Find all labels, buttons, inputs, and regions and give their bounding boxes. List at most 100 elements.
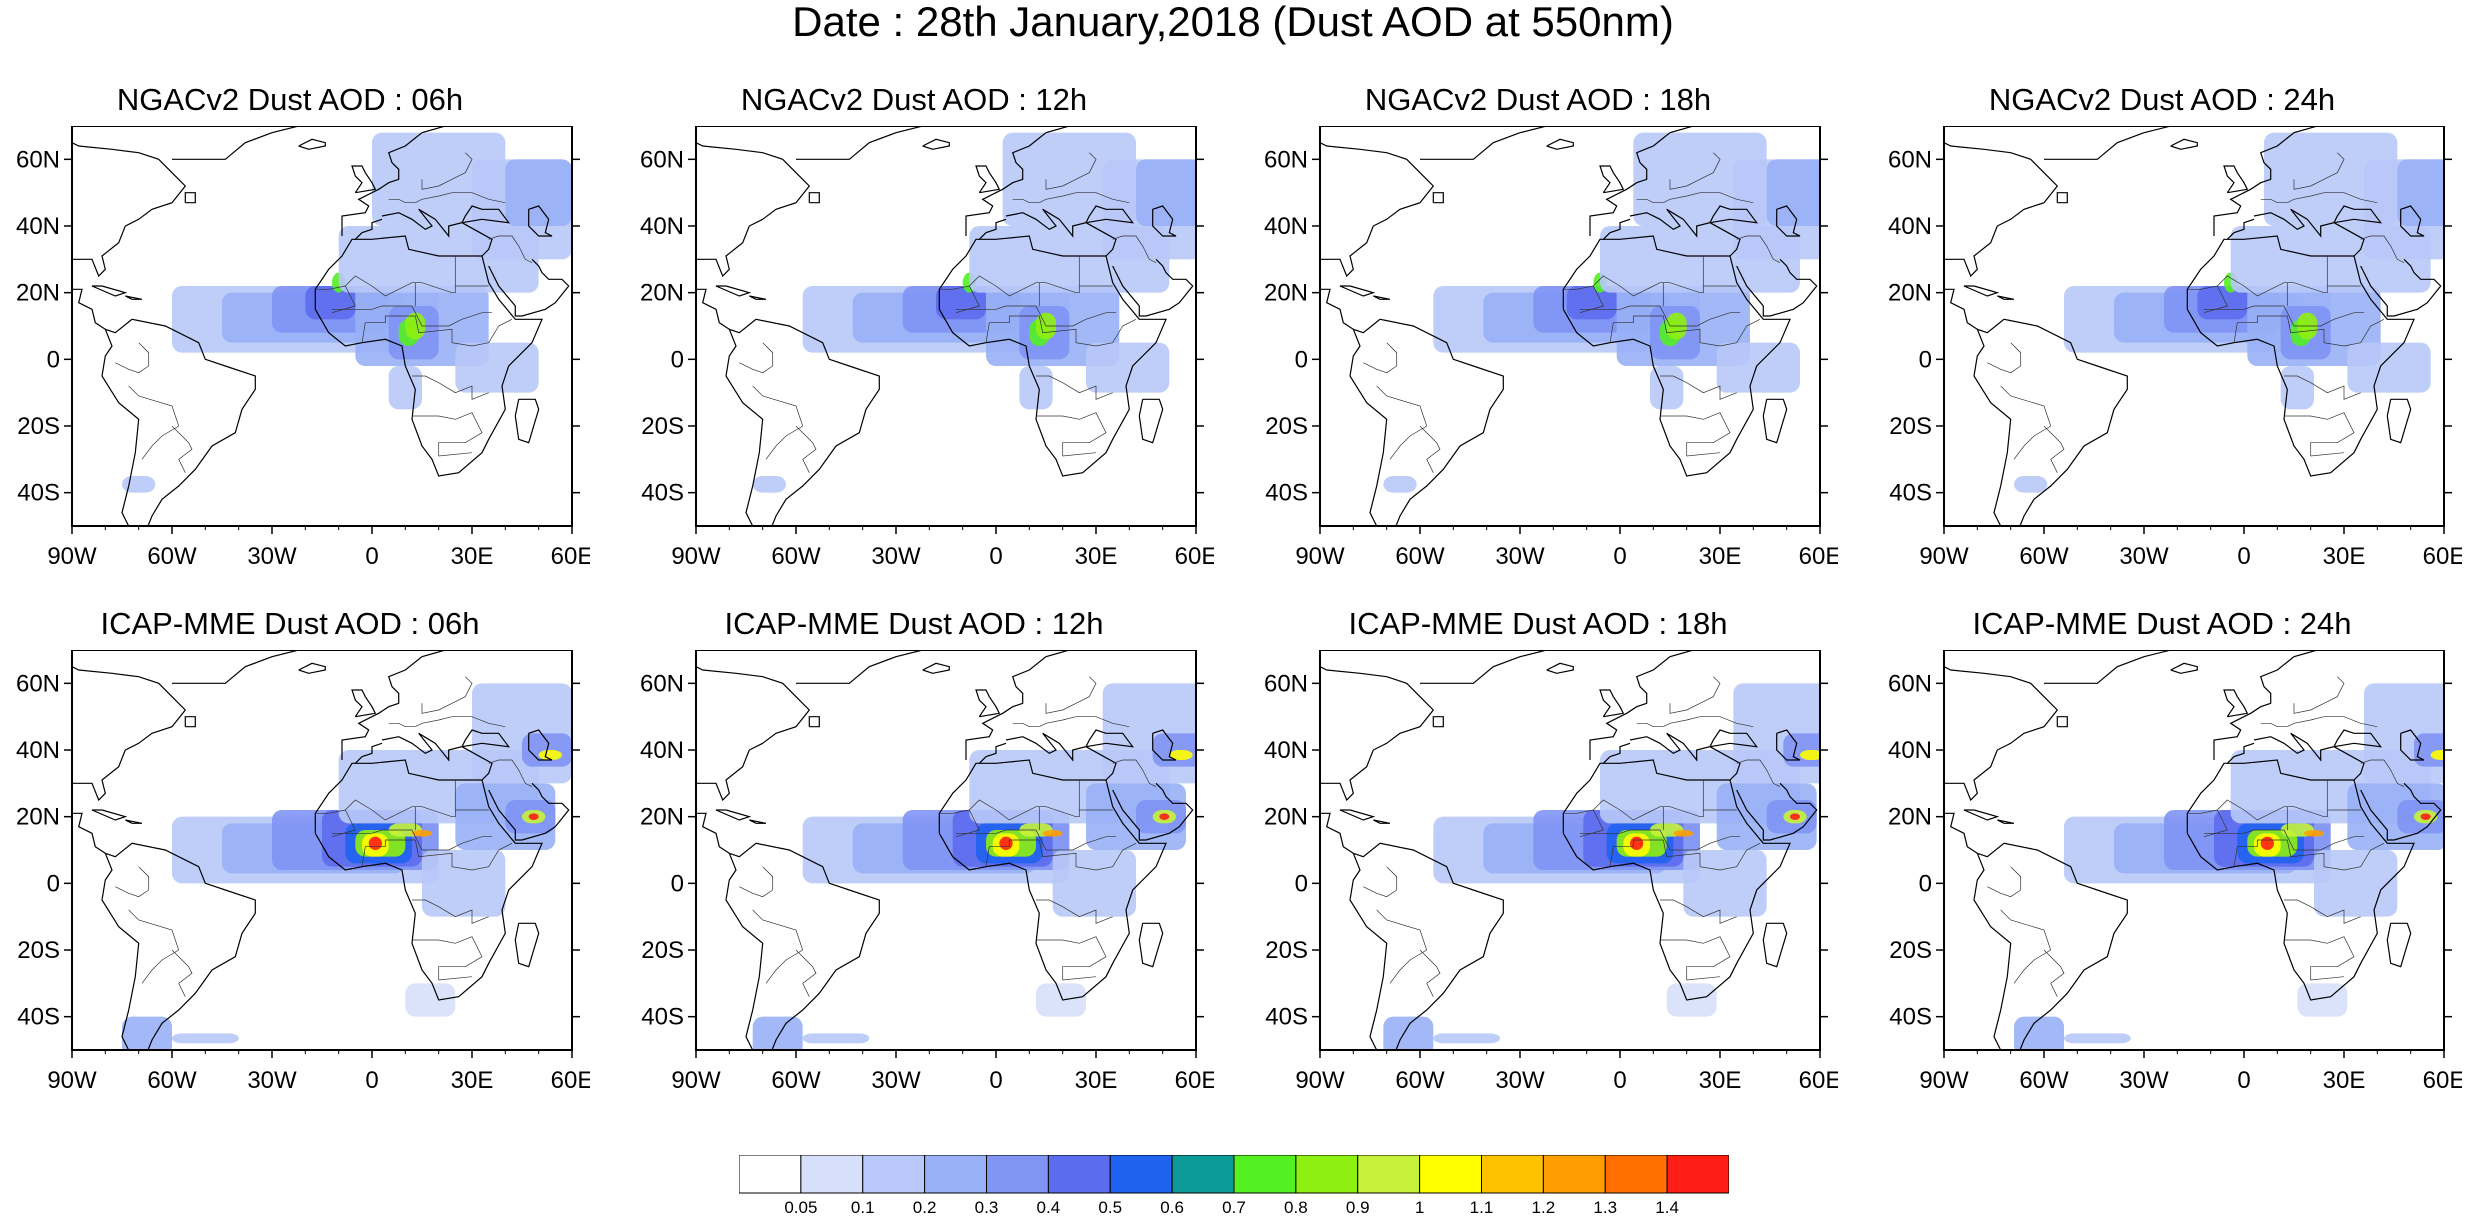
y-tick-label: 40S (1265, 480, 1308, 507)
map-frame (71, 126, 573, 527)
coastline (72, 666, 187, 802)
panel-title: ICAP-MME Dust AOD : 12h (724, 606, 1104, 641)
dust-aod-cell (2420, 813, 2431, 820)
dust-aod-cell (1019, 366, 1053, 410)
country-border (1579, 285, 1604, 314)
coastline (1005, 732, 1117, 781)
coastline (1963, 809, 2000, 821)
x-tick-label: 60W (2019, 543, 2069, 570)
country-border (412, 375, 489, 400)
x-tick-label: 0 (365, 543, 378, 570)
y-tick-label: 20N (640, 804, 684, 831)
country-border (1563, 256, 1704, 297)
country-border (2187, 780, 2328, 821)
coastline (2213, 650, 2344, 760)
y-tick-label: 20S (641, 413, 684, 440)
country-border (332, 829, 492, 851)
coastline (2253, 208, 2365, 257)
y-tick-label: 20N (1264, 804, 1308, 831)
x-tick-label: 30E (1075, 543, 1118, 570)
coastline (101, 318, 256, 526)
coastline (1085, 205, 1135, 224)
coastline (1963, 285, 2000, 297)
x-tick-label: 30W (1495, 1067, 1545, 1094)
x-tick-label: 60E (1799, 543, 1838, 570)
coastline (696, 142, 811, 278)
colorbar-swatch (1419, 1155, 1482, 1194)
country-border (1660, 375, 1737, 400)
country-border (1012, 716, 1130, 728)
map-panel: NGACv2 Dust AOD : 24h 90W 60W 30W 0 30E 60E 60N… (1872, 82, 2462, 570)
colorbar-label: 1.2 (1532, 1198, 1556, 1215)
map-panel: ICAP-MME Dust AOD : 06h 90W 60W 30W 0 30E 60E 6… (0, 606, 590, 1094)
country-border (939, 780, 1080, 821)
country-border (985, 315, 1137, 347)
y-tick-label: 20N (640, 280, 684, 307)
map-panel: NGACv2 Dust AOD : 06h 90W 60W 30W 0 30E 60E 60N… (0, 82, 590, 570)
country-border (2260, 716, 2378, 728)
coastline (715, 285, 752, 297)
coastline (965, 650, 1096, 760)
y-tick-label: 40S (1265, 1004, 1308, 1031)
coastline (1709, 205, 1759, 224)
country-border (1609, 839, 1761, 871)
coastline (1762, 922, 1788, 968)
country-border (956, 829, 1116, 851)
country-border (315, 780, 456, 821)
coastline (1602, 218, 1631, 240)
country-border (2187, 256, 2328, 297)
dust-aod-cell (1673, 830, 1694, 837)
dust-aod-cell (802, 1033, 870, 1044)
coastline (2253, 732, 2365, 781)
country-border (2360, 235, 2405, 264)
colorbar-label: 1.1 (1470, 1198, 1494, 1215)
dust-aod-map: 90W 60W 30W 0 30E 60E 60N 40N 20N 0 20S 40S (640, 126, 1214, 570)
coastline (1320, 288, 1354, 330)
map-frame (71, 650, 573, 1051)
coastline (715, 809, 752, 821)
colorbar-swatch (1481, 1155, 1544, 1194)
colorbar-swatch (1233, 1155, 1297, 1194)
coastline (1546, 138, 1574, 150)
panel-title: NGACv2 Dust AOD : 24h (1988, 82, 2336, 117)
country-border (1376, 909, 1428, 984)
dust-aod-cell (122, 1016, 172, 1050)
coastline (1339, 809, 1376, 821)
y-tick-label: 60N (1264, 146, 1308, 173)
colorbar: 0.05 0.1 0.2 0.3 0.4 0.5 0.6 0.7 0.8 0.9 1 1.1 1.2 1.… (739, 1155, 1729, 1215)
coastline (1944, 812, 1978, 854)
y-tick-label: 0 (47, 346, 60, 373)
country-border (1036, 899, 1113, 924)
coastline (725, 318, 880, 526)
coastline (1138, 398, 1164, 444)
x-tick-label: 60W (1395, 1067, 1445, 1094)
colorbar-swatch (1666, 1155, 1729, 1194)
coastline (2223, 689, 2249, 718)
country-border (1112, 235, 1157, 264)
colorbar-swatch (739, 1155, 802, 1194)
map-panel: ICAP-MME Dust AOD : 24h 90W 60W 30W 0 30E 60E 6… (1872, 606, 2462, 1094)
dust-aod-cell (2430, 750, 2444, 760)
coastline (2170, 138, 2198, 150)
country-border (331, 285, 356, 314)
map-frame (1943, 650, 2445, 1051)
x-tick-label: 30W (871, 543, 921, 570)
dust-aod-cell (122, 476, 156, 493)
coastline (1997, 819, 2015, 824)
dust-aod-cell (455, 342, 539, 393)
coastline (696, 288, 730, 330)
coastline (488, 782, 570, 841)
dust-aod-cell (1169, 750, 1193, 760)
country-border (115, 866, 150, 898)
x-tick-label: 30W (2119, 1067, 2169, 1094)
coastline (1973, 318, 2128, 526)
coastline (381, 208, 493, 257)
y-tick-label: 40N (16, 213, 60, 240)
country-border (955, 285, 980, 314)
coastline (2333, 205, 2383, 224)
country-border (2203, 809, 2228, 838)
coastline (1997, 295, 2015, 300)
colorbar-label: 0.4 (1037, 1198, 1061, 1215)
country-border (412, 899, 489, 924)
dust-aod-cell (1383, 476, 1417, 493)
